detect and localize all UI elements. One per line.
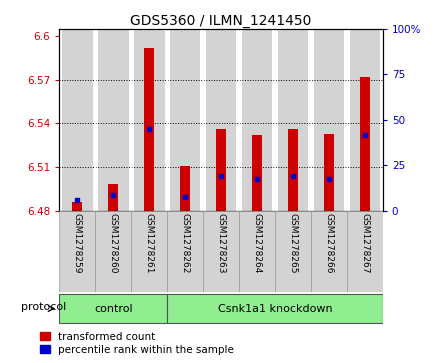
Text: control: control	[94, 303, 132, 314]
Bar	[278, 29, 308, 211]
Bar	[216, 129, 226, 211]
FancyBboxPatch shape	[347, 211, 383, 292]
Legend: transformed count, percentile rank within the sample: transformed count, percentile rank withi…	[40, 332, 234, 355]
Bar	[144, 48, 154, 211]
Bar	[180, 166, 190, 211]
Text: protocol: protocol	[21, 302, 66, 312]
FancyBboxPatch shape	[203, 211, 239, 292]
Text: GSM1278263: GSM1278263	[216, 213, 226, 273]
Bar	[108, 184, 118, 211]
Bar	[72, 202, 82, 211]
FancyBboxPatch shape	[59, 211, 95, 292]
Text: Csnk1a1 knockdown: Csnk1a1 knockdown	[218, 303, 332, 314]
Text: GSM1278266: GSM1278266	[324, 213, 334, 273]
Bar	[360, 77, 370, 211]
Bar	[242, 29, 272, 211]
FancyBboxPatch shape	[131, 211, 167, 292]
Bar	[206, 29, 236, 211]
Text: GSM1278262: GSM1278262	[181, 213, 190, 273]
FancyBboxPatch shape	[59, 294, 167, 323]
Text: GSM1278265: GSM1278265	[289, 213, 297, 273]
Title: GDS5360 / ILMN_1241450: GDS5360 / ILMN_1241450	[130, 14, 312, 28]
Text: GSM1278259: GSM1278259	[73, 213, 82, 273]
FancyBboxPatch shape	[95, 211, 131, 292]
Text: GSM1278264: GSM1278264	[253, 213, 261, 273]
Bar	[134, 29, 165, 211]
Text: GSM1278260: GSM1278260	[109, 213, 118, 273]
Bar	[98, 29, 128, 211]
Bar	[349, 29, 380, 211]
Bar	[288, 129, 298, 211]
FancyBboxPatch shape	[167, 211, 203, 292]
FancyBboxPatch shape	[167, 294, 383, 323]
Bar	[62, 29, 93, 211]
FancyBboxPatch shape	[239, 211, 275, 292]
Bar	[252, 135, 262, 211]
FancyBboxPatch shape	[311, 211, 347, 292]
Bar	[324, 134, 334, 211]
Bar	[170, 29, 201, 211]
Text: GSM1278261: GSM1278261	[145, 213, 154, 273]
FancyBboxPatch shape	[275, 211, 311, 292]
Bar	[314, 29, 344, 211]
Text: GSM1278267: GSM1278267	[360, 213, 369, 273]
